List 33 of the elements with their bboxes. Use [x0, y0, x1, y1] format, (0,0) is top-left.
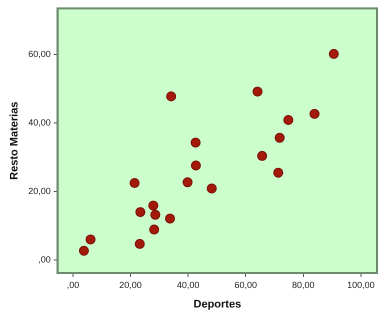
y-tick-label: ,00 [38, 254, 51, 264]
point [148, 200, 158, 211]
point [165, 214, 175, 224]
point [274, 132, 285, 143]
point [283, 114, 294, 125]
point [310, 108, 320, 119]
point [273, 168, 284, 178]
x-tick-label: ,00 [66, 280, 80, 290]
point [182, 177, 193, 188]
point [134, 238, 145, 249]
point [130, 178, 140, 188]
point [150, 210, 160, 220]
point [190, 138, 201, 148]
point [328, 48, 339, 59]
point [166, 91, 176, 102]
x-tick-label: 60,00 [234, 280, 257, 290]
point [257, 150, 268, 161]
point [86, 234, 96, 244]
x-tick-label: 40,00 [176, 280, 200, 290]
x-tick-label: 80,00 [292, 280, 315, 290]
point [206, 183, 217, 194]
x-axis-title: Deportes [194, 298, 242, 310]
y-tick-label: 40,00 [28, 118, 51, 128]
point [135, 207, 146, 218]
y-tick-label: 60,00 [28, 49, 51, 60]
point [252, 86, 263, 97]
x-tick-label: 20,00 [119, 280, 142, 290]
point [149, 224, 160, 235]
point [190, 160, 201, 171]
y-axis-title: Resto Materias [8, 102, 21, 180]
y-tick-label: 20,00 [28, 186, 51, 196]
x-tick-label: 100,00 [347, 280, 375, 290]
point [78, 246, 89, 256]
